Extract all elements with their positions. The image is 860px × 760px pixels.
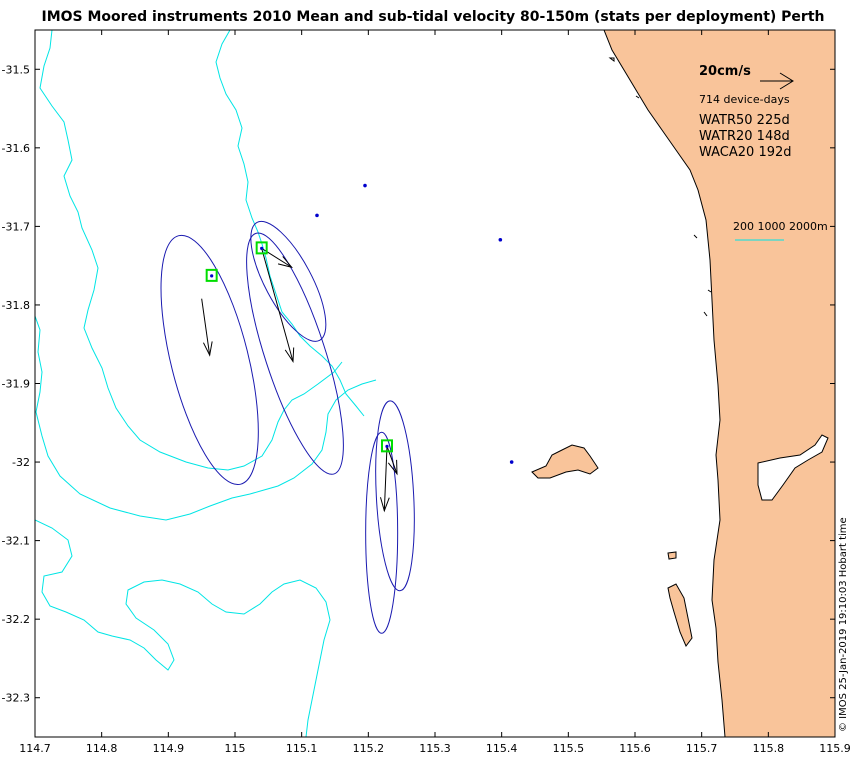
station-points <box>315 183 514 464</box>
y-tick-label: -32 <box>12 456 30 469</box>
mooring-site-box <box>205 268 218 282</box>
garden-island <box>667 583 693 647</box>
legend: 20cm/s 714 device-days WATR50 225d WATR2… <box>699 64 828 233</box>
variance-ellipse <box>246 232 344 475</box>
islet <box>693 234 698 239</box>
x-tick-label: 115.7 <box>686 742 718 755</box>
station-point <box>363 183 367 188</box>
mooring-site-box <box>381 439 393 453</box>
x-tick-label: 115 <box>225 742 246 755</box>
x-tick-label: 115.1 <box>286 742 318 755</box>
deployment-3: WACA20 192d <box>699 145 792 160</box>
mooring-sites <box>205 241 393 453</box>
velocity-vector-head <box>387 459 398 476</box>
mooring-site-dot <box>385 444 389 448</box>
isobath-line <box>215 30 365 417</box>
variance-ellipse <box>365 431 399 634</box>
mooring-site-dot <box>210 274 214 278</box>
islet <box>703 311 708 317</box>
station-point <box>498 237 503 242</box>
scale-arrow-head <box>779 72 794 90</box>
station-point <box>509 460 514 464</box>
islet <box>608 57 615 62</box>
velocity-vector-head <box>277 256 294 269</box>
islet <box>635 95 640 99</box>
x-tick-label: 115.3 <box>419 742 451 755</box>
deployment-1: WATR50 225d <box>699 113 790 128</box>
y-axis: -31.5 -31.6 -31.7 -31.8 -31.9 -32 -32.1 -32.2 -3… <box>2 63 835 705</box>
isobath-legend: 200 1000 2000m <box>733 220 828 233</box>
velocity-vector-head <box>202 341 213 357</box>
y-tick-label: -32.2 <box>2 613 30 626</box>
y-tick-label: -31.8 <box>2 299 30 312</box>
device-days: 714 device-days <box>699 93 790 106</box>
velocity-vector <box>261 248 294 362</box>
variance-ellipses <box>160 220 415 634</box>
x-tick-label: 114.9 <box>153 742 185 755</box>
x-tick-label: 115.8 <box>753 742 785 755</box>
x-tick-label: 114.8 <box>86 742 118 755</box>
carnac-island <box>667 551 677 560</box>
velocity-vector-head <box>284 347 295 364</box>
isobath-line <box>39 30 343 471</box>
x-tick-label: 115.6 <box>619 742 651 755</box>
velocity-vector <box>383 446 388 511</box>
mooring-site-dot <box>260 246 264 250</box>
x-tick-label: 115.9 <box>819 742 851 755</box>
variance-ellipse <box>160 234 259 486</box>
x-tick-label: 115.4 <box>486 742 518 755</box>
mooring-site-box <box>255 241 268 255</box>
x-tick-label: 114.7 <box>19 742 51 755</box>
velocity-vectors <box>201 247 398 513</box>
credit-text: © IMOS 25-Jan-2019 19:10:03 Hobart time <box>838 517 849 732</box>
mainland-land <box>603 30 835 737</box>
x-axis: 114.7 114.8 114.9 115 115.1 115.2 115.3 115.4 11… <box>19 30 851 755</box>
map-title: IMOS Moored instruments 2010 Mean and su… <box>42 9 825 25</box>
x-tick-label: 115.2 <box>353 742 385 755</box>
velocity-vector-head <box>380 497 390 513</box>
rottnest-island <box>531 444 599 479</box>
y-tick-label: -31.6 <box>2 142 30 155</box>
isobath-line <box>35 519 331 737</box>
velocity-vector <box>201 298 211 356</box>
y-tick-label: -31.7 <box>2 220 30 233</box>
y-tick-label: -32.1 <box>2 535 30 548</box>
isobath-line <box>35 315 377 521</box>
deployment-2: WATR20 148d <box>699 129 790 144</box>
station-point <box>315 213 319 218</box>
scale-label: 20cm/s <box>699 64 751 79</box>
y-tick-label: -32.3 <box>2 692 30 705</box>
variance-ellipse <box>250 220 327 342</box>
y-tick-label: -31.9 <box>2 378 30 391</box>
islet <box>707 289 712 293</box>
x-tick-label: 115.5 <box>553 742 585 755</box>
y-tick-label: -31.5 <box>2 63 30 76</box>
swan-river-estuary <box>757 434 829 501</box>
variance-ellipse <box>375 400 415 592</box>
